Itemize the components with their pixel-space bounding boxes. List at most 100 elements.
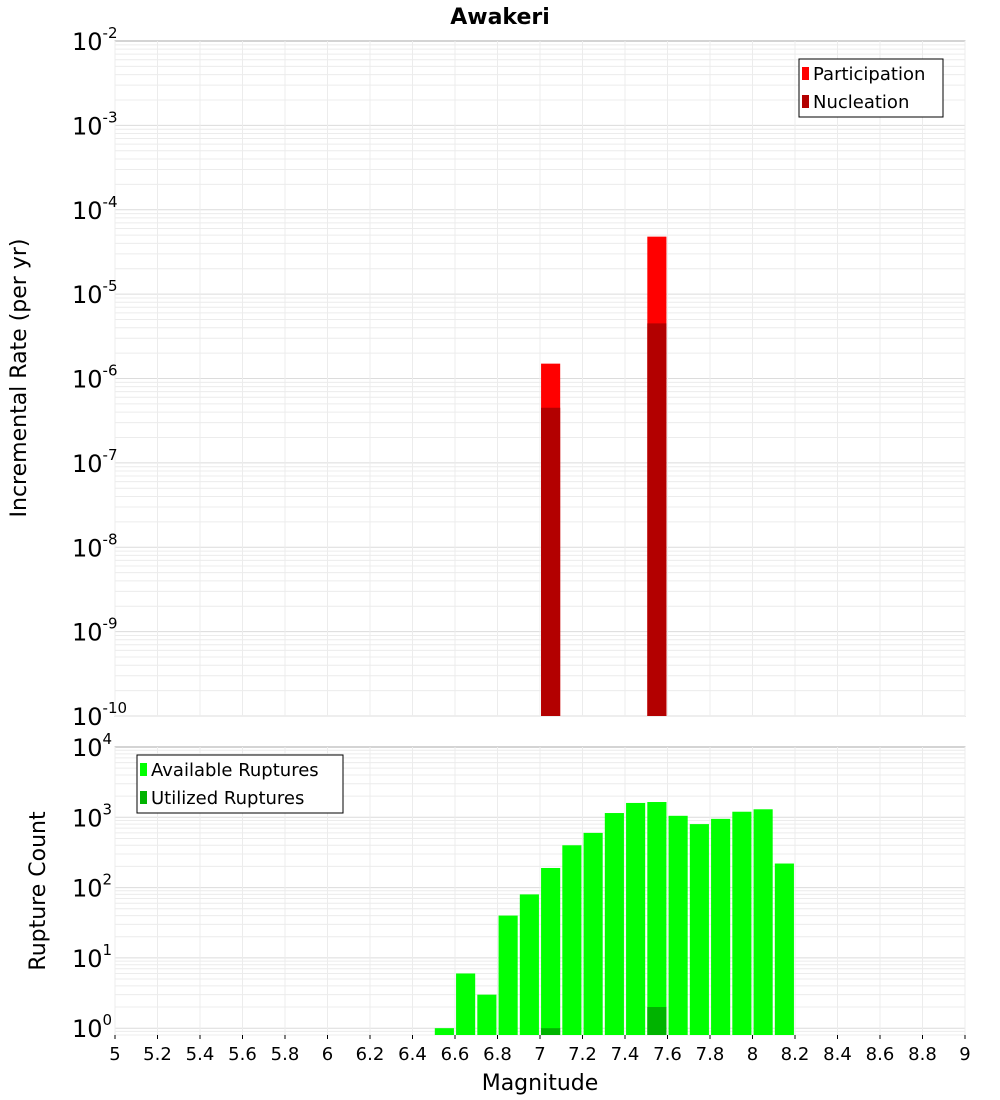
y-tick-exponent: -3 <box>103 108 118 126</box>
y-tick-base: 10 <box>72 28 103 56</box>
participation-swatch <box>802 67 809 80</box>
y-tick-base: 10 <box>72 112 103 140</box>
x-tick-label: 7.4 <box>611 1044 640 1065</box>
y-tick-base: 10 <box>72 1015 103 1043</box>
x-tick-label: 8.6 <box>866 1044 895 1065</box>
x-tick-label: 7.6 <box>653 1044 682 1065</box>
y-tick-label: 102 <box>72 871 112 903</box>
legend-participation: Participation <box>813 64 925 85</box>
y-tick-label: 10-8 <box>72 530 118 562</box>
bar-count-s0-13 <box>711 818 731 1035</box>
bar-count-s0-9 <box>626 802 646 1035</box>
bar-rate-s1-0 <box>541 407 561 716</box>
y-tick-base: 10 <box>72 804 103 832</box>
y-tick-label: 10-2 <box>72 24 118 56</box>
y-tick-base: 10 <box>72 875 103 903</box>
x-tick-label: 6.2 <box>356 1044 385 1065</box>
nucleation-swatch <box>802 95 809 108</box>
bar-count-s0-7 <box>583 832 603 1035</box>
x-tick-label: 5 <box>109 1044 120 1065</box>
y-tick-label: 100 <box>72 1011 112 1043</box>
count-legend-box <box>136 754 344 814</box>
y-tick-exponent: 1 <box>103 941 113 959</box>
bar-count-s0-14 <box>732 811 752 1035</box>
bar-rate-s1-1 <box>647 323 667 716</box>
legend-utilized-ruptures: Utilized Ruptures <box>151 788 304 809</box>
x-tick-label: 7.2 <box>568 1044 597 1065</box>
y-tick-exponent: -6 <box>103 362 118 380</box>
count-legend: Available Ruptures Utilized Ruptures <box>136 754 344 814</box>
bar-count-s1-0 <box>541 1028 561 1035</box>
bar-count-s0-16 <box>774 863 794 1035</box>
x-tick-label: 5.8 <box>271 1044 300 1065</box>
x-tick-label: 5.6 <box>228 1044 257 1065</box>
bar-count-s0-1 <box>456 973 476 1035</box>
x-tick-label: 5.4 <box>186 1044 215 1065</box>
bar-count-s0-6 <box>562 845 582 1035</box>
y-tick-label: 10-3 <box>72 108 118 140</box>
y-tick-label: 10-9 <box>72 615 118 647</box>
x-tick-label: 6 <box>322 1044 333 1065</box>
bar-count-s1-1 <box>647 1007 667 1035</box>
rate-y-axis-label: Incremental Rate (per yr) <box>7 239 32 518</box>
x-tick-label: 6.6 <box>441 1044 470 1065</box>
y-tick-exponent: -9 <box>103 615 118 633</box>
y-tick-exponent: -7 <box>103 446 118 464</box>
bar-count-s0-8 <box>604 813 624 1035</box>
bar-count-s0-15 <box>753 809 773 1035</box>
y-tick-label: 10-6 <box>72 362 118 394</box>
x-tick-label: 7.8 <box>696 1044 725 1065</box>
rate-bars <box>541 236 667 716</box>
y-tick-exponent: -2 <box>103 24 118 42</box>
bar-count-s0-4 <box>519 894 539 1035</box>
x-tick-label: 8 <box>747 1044 758 1065</box>
y-tick-base: 10 <box>72 366 103 394</box>
rate-legend: Participation Nucleation <box>798 58 944 118</box>
rate-grid <box>114 41 966 717</box>
available-swatch <box>140 763 147 776</box>
utilized-swatch <box>140 791 147 804</box>
y-tick-exponent: 3 <box>103 800 113 818</box>
count-x-ticks: 5 5.2 5.4 5.6 5.8 6 6.2 6.4 6.6 6.8 7 7.2 7.4 7.6 7.8 8… <box>109 1035 971 1065</box>
y-tick-base: 10 <box>72 945 103 973</box>
y-tick-exponent: 4 <box>103 730 113 748</box>
y-tick-label: 101 <box>72 941 112 973</box>
y-tick-base: 10 <box>72 703 103 731</box>
x-tick-label: 8.2 <box>781 1044 810 1065</box>
x-tick-label: 9 <box>959 1044 970 1065</box>
y-tick-label: 10-10 <box>72 699 127 731</box>
count-grid <box>114 747 966 1036</box>
y-tick-base: 10 <box>72 734 103 762</box>
chart-title: Awakeri <box>450 5 550 30</box>
x-tick-label: 7 <box>534 1044 545 1065</box>
x-tick-label: 8.8 <box>908 1044 937 1065</box>
x-tick-label: 5.2 <box>143 1044 172 1065</box>
legend-nucleation: Nucleation <box>813 92 909 113</box>
x-tick-label: 6.4 <box>398 1044 427 1065</box>
bar-count-s0-5 <box>541 867 561 1035</box>
y-tick-label: 10-7 <box>72 446 118 478</box>
y-tick-label: 10-4 <box>72 193 118 225</box>
y-tick-label: 104 <box>72 730 112 762</box>
y-tick-exponent: -4 <box>103 193 118 211</box>
y-tick-label: 103 <box>72 800 112 832</box>
y-tick-base: 10 <box>72 534 103 562</box>
bar-count-s0-0 <box>434 1028 454 1035</box>
y-tick-exponent: 0 <box>103 1011 113 1029</box>
y-tick-base: 10 <box>72 619 103 647</box>
y-tick-exponent: -8 <box>103 530 118 548</box>
bar-count-s0-10 <box>647 802 667 1035</box>
count-y-axis-label: Rupture Count <box>26 811 51 971</box>
bar-count-s0-3 <box>498 915 518 1035</box>
x-tick-label: 8.4 <box>823 1044 852 1065</box>
y-tick-base: 10 <box>72 197 103 225</box>
y-tick-base: 10 <box>72 450 103 478</box>
y-tick-exponent: -10 <box>103 699 128 717</box>
bar-count-s0-2 <box>477 994 497 1035</box>
bar-count-s0-12 <box>689 824 709 1035</box>
